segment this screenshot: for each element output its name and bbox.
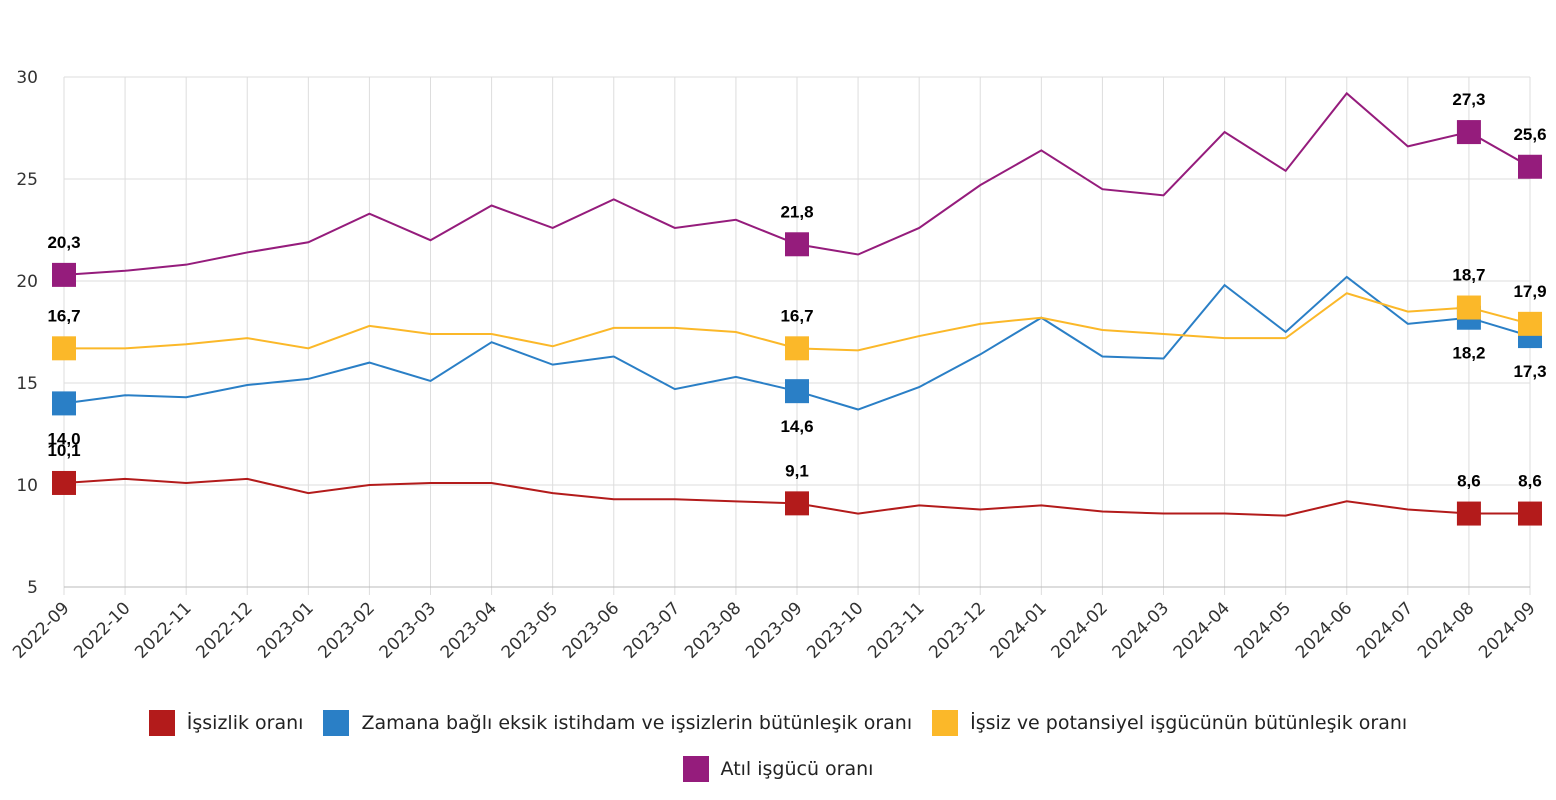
point-marker <box>785 379 809 404</box>
value-label: 8,6 <box>1518 472 1542 491</box>
x-tick-label: 2023-08 <box>681 598 745 662</box>
value-label: 20,3 <box>47 233 80 252</box>
legend: İşsizlik oranı Zamana bağlı eksik istihda… <box>60 700 1496 792</box>
value-label: 10,1 <box>47 441 80 460</box>
value-label: 14,0 <box>47 429 80 448</box>
legend-item[interactable]: İşsizlik oranı <box>148 708 304 738</box>
y-tick-label: 15 <box>16 374 38 394</box>
x-tick-label: 2023-11 <box>864 598 928 662</box>
point-marker <box>1518 501 1542 526</box>
value-label: 14,6 <box>780 417 813 436</box>
legend-label: Zamana bağlı eksik istihdam ve işsizleri… <box>361 712 913 734</box>
legend-item[interactable]: Atıl işgücü oranı <box>682 754 874 784</box>
value-label: 16,7 <box>47 306 80 325</box>
legend-item[interactable]: İşsiz ve potansiyel işgücünün bütünleşik… <box>932 708 1407 738</box>
point-marker <box>785 232 809 257</box>
x-tick-label: 2023-06 <box>559 598 623 662</box>
x-tick-label: 2024-05 <box>1231 598 1295 662</box>
legend-label: Atıl işgücü oranı <box>720 758 874 780</box>
value-label: 9,1 <box>785 461 809 480</box>
x-tick-label: 2023-03 <box>376 598 440 662</box>
x-tick-label: 2022-11 <box>131 598 195 662</box>
x-tick-label: 2023-05 <box>498 598 562 662</box>
point-marker <box>785 491 809 516</box>
legend-item[interactable]: Zamana bağlı eksik istihdam ve işsizleri… <box>323 708 912 738</box>
x-tick-label: 2023-07 <box>620 598 684 662</box>
legend-swatch <box>148 710 175 736</box>
point-marker <box>1518 311 1542 336</box>
y-tick-label: 30 <box>16 68 38 88</box>
value-label: 27,3 <box>1452 90 1485 109</box>
point-marker <box>1456 295 1481 320</box>
x-tick-label: 2024-03 <box>1109 598 1173 662</box>
point-marker <box>52 470 76 495</box>
legend-swatch <box>323 710 350 736</box>
value-label: 25,6 <box>1513 125 1546 144</box>
value-label: 17,3 <box>1513 362 1546 381</box>
x-tick-label: 2023-02 <box>315 598 379 662</box>
x-tick-label: 2022-09 <box>9 598 73 662</box>
point-marker <box>52 336 76 361</box>
y-tick-label: 25 <box>16 170 38 190</box>
value-label: 21,8 <box>780 202 813 221</box>
x-tick-label: 2023-10 <box>803 598 867 662</box>
x-tick-label: 2022-10 <box>70 598 134 662</box>
x-tick-label: 2024-09 <box>1475 598 1539 662</box>
point-marker <box>52 391 76 416</box>
value-label: 16,7 <box>780 306 813 325</box>
x-tick-label: 2023-09 <box>742 598 806 662</box>
legend-swatch <box>932 710 959 736</box>
point-marker <box>1456 120 1481 145</box>
legend-label: İşsiz ve potansiyel işgücünün bütünleşik… <box>970 712 1408 734</box>
legend-label: İşsizlik oranı <box>186 712 304 734</box>
x-tick-label: 2024-01 <box>987 598 1051 662</box>
x-tick-label: 2024-07 <box>1353 598 1417 662</box>
y-tick-label: 10 <box>16 476 38 496</box>
x-tick-label: 2024-02 <box>1048 598 1112 662</box>
point-marker <box>52 262 76 287</box>
x-tick-label: 2023-01 <box>254 598 318 662</box>
legend-swatch <box>682 756 709 782</box>
x-tick-label: 2023-12 <box>925 598 989 662</box>
point-marker <box>785 336 809 361</box>
x-tick-label: 2024-04 <box>1170 598 1234 662</box>
y-tick-label: 20 <box>16 272 38 292</box>
x-tick-label: 2023-04 <box>437 598 501 662</box>
y-tick-label: 5 <box>27 578 38 598</box>
point-marker <box>1456 501 1481 526</box>
point-marker <box>1518 154 1542 179</box>
x-tick-label: 2024-06 <box>1292 598 1356 662</box>
value-label: 18,7 <box>1452 266 1485 285</box>
x-tick-label: 2024-08 <box>1414 598 1478 662</box>
value-label: 17,9 <box>1513 282 1546 301</box>
x-tick-label: 2022-12 <box>192 598 256 662</box>
value-label: 18,2 <box>1452 344 1485 363</box>
value-label: 8,6 <box>1457 472 1481 491</box>
chart: 510152025302022-092022-102022-112022-122… <box>9 68 1546 663</box>
